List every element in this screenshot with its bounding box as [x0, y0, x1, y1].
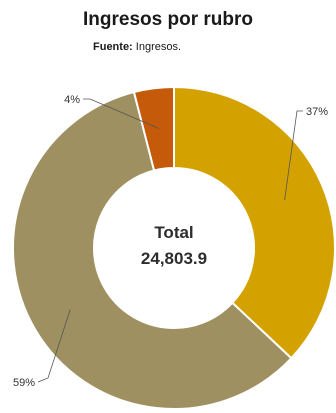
center-total-label: Total: [154, 223, 193, 242]
chart-source: Fuente: Ingresos.: [93, 41, 181, 53]
donut-slice-4pct: [132, 85, 175, 172]
donut-slice-59pct: [12, 90, 293, 410]
source-label: Fuente:: [93, 41, 133, 53]
leader-lines: [37, 98, 303, 383]
donut-slice-37pct: [173, 85, 336, 360]
chart-title: Ingresos por rubro: [83, 9, 253, 30]
leader-line: [37, 309, 71, 383]
source-text: Ingresos.: [135, 41, 182, 53]
slice-label: 37%: [306, 106, 328, 118]
slice-label: 59%: [13, 377, 35, 389]
leader-line: [83, 98, 160, 129]
slice-labels: 37% 59% 4%: [13, 94, 328, 389]
leader-line: [284, 110, 303, 201]
center-total-value: 24,803.9: [141, 249, 207, 268]
donut-slices: [12, 85, 336, 410]
slice-label: 4%: [64, 94, 80, 106]
